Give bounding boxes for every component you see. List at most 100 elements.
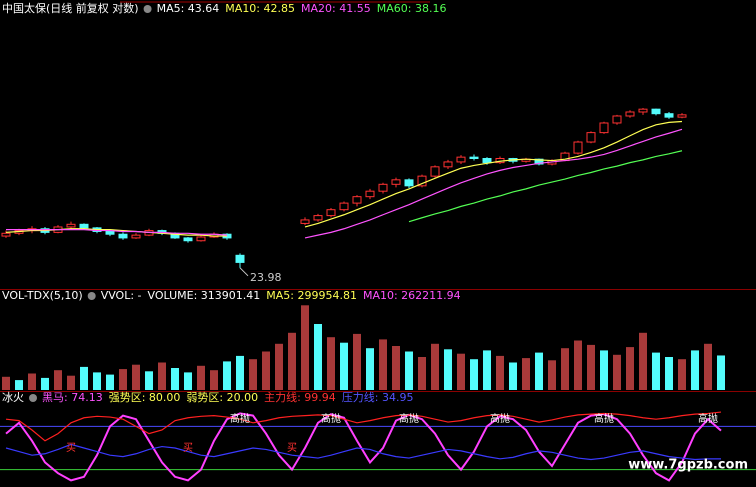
candle-body	[326, 209, 336, 217]
candle-body	[586, 132, 596, 143]
volume-bar	[288, 332, 296, 390]
watermark: www.7gpzb.com	[628, 458, 748, 473]
volume-bar	[80, 366, 88, 390]
volume-bar	[574, 340, 582, 390]
header-icon	[143, 5, 152, 13]
candle-body	[573, 141, 583, 154]
volume-bar	[431, 343, 439, 390]
line	[6, 229, 228, 236]
volume-bar	[223, 361, 231, 390]
volume-bar	[132, 364, 140, 390]
volume-bar	[483, 350, 491, 390]
volume-bar	[470, 359, 478, 390]
candle-body	[404, 179, 414, 187]
header-item: VOL-TDX(5,10)	[2, 289, 83, 302]
candle-body	[196, 236, 206, 242]
volume-bar	[613, 354, 621, 390]
candle-body	[534, 158, 544, 165]
candle-body	[313, 215, 323, 221]
volume-bar	[652, 352, 660, 390]
signal-label: 高抛	[230, 412, 250, 425]
candle-body	[339, 202, 349, 211]
volume-bar	[587, 344, 595, 390]
volume-bar	[353, 333, 361, 390]
line	[5, 443, 722, 461]
header-item: VVOL: -	[101, 289, 142, 302]
volume-bar	[171, 368, 179, 390]
volume-bar	[54, 370, 62, 390]
candle-body	[378, 183, 388, 192]
header-item: MA5: 43.64	[157, 2, 220, 15]
line	[5, 228, 227, 237]
volume-bar	[2, 376, 10, 390]
volume-bar	[691, 350, 699, 390]
header-item: 弱势区: 20.00	[186, 391, 258, 404]
candle-body	[105, 230, 115, 235]
volume-bar	[119, 369, 127, 390]
candle-body	[79, 223, 89, 229]
header-item: 强势区: 80.00	[109, 391, 181, 404]
line	[408, 150, 683, 223]
candle-body	[131, 234, 141, 239]
volume-bar	[327, 337, 335, 390]
candle-body	[365, 190, 375, 198]
line	[5, 411, 722, 442]
volume-bar	[197, 365, 205, 390]
signal-label: 买	[66, 442, 76, 454]
header-item: MA5: 299954.81	[266, 289, 357, 302]
candle-body	[456, 156, 466, 163]
volume-bar	[626, 347, 634, 390]
volume-bar	[236, 355, 244, 390]
volume-bar	[249, 359, 257, 390]
candle-body	[612, 115, 622, 124]
volume-bar	[184, 372, 192, 390]
candle-body	[651, 108, 661, 115]
header-item: MA10: 262211.94	[363, 289, 461, 302]
volume-bar	[665, 357, 673, 390]
candle-body	[677, 114, 687, 118]
header-item: VOLUME: 313901.41	[148, 289, 261, 302]
volume-bar	[678, 359, 686, 390]
header-item: 冰火	[2, 391, 24, 404]
volume-bar	[444, 349, 452, 390]
volume-bar	[67, 375, 75, 390]
volume-bar	[145, 371, 153, 390]
signal-label: 高抛	[594, 412, 614, 425]
header-item: 压力线: 34.95	[342, 390, 414, 404]
volume-bar	[418, 357, 426, 390]
volume-bar	[535, 352, 543, 390]
candle-body	[66, 223, 76, 228]
header-item: 主力线: 99.94	[264, 390, 336, 404]
header-icon	[87, 292, 96, 300]
candle-body	[482, 158, 492, 164]
candle-body	[599, 122, 609, 134]
signal-label: 高抛	[321, 412, 341, 425]
candle-body	[391, 179, 401, 185]
header-item: MA20: 41.55	[301, 2, 371, 15]
signal-label: 买	[287, 442, 297, 454]
candle-body	[469, 156, 479, 160]
candle-body	[638, 108, 648, 113]
volume-bar	[158, 362, 166, 390]
candle-body	[300, 219, 310, 224]
candle-body	[625, 111, 635, 117]
candle-body	[352, 196, 362, 204]
header-item: MA60: 38.16	[377, 2, 447, 15]
volume-bar	[28, 373, 36, 390]
volume-bar	[717, 355, 725, 390]
candle-body	[118, 233, 128, 239]
volume-bar	[405, 351, 413, 390]
candle-body	[1, 232, 11, 237]
low-label: 23.98	[250, 271, 282, 284]
volume-bar	[41, 377, 49, 390]
line	[304, 128, 683, 239]
volume-bar	[366, 348, 374, 390]
candle-body	[417, 175, 427, 187]
candle-body	[664, 113, 674, 118]
candle-body	[443, 161, 453, 168]
signal-label: 高抛	[399, 412, 419, 425]
line	[304, 120, 683, 228]
signal-label: 高抛	[490, 412, 510, 425]
volume-bar	[496, 355, 504, 390]
